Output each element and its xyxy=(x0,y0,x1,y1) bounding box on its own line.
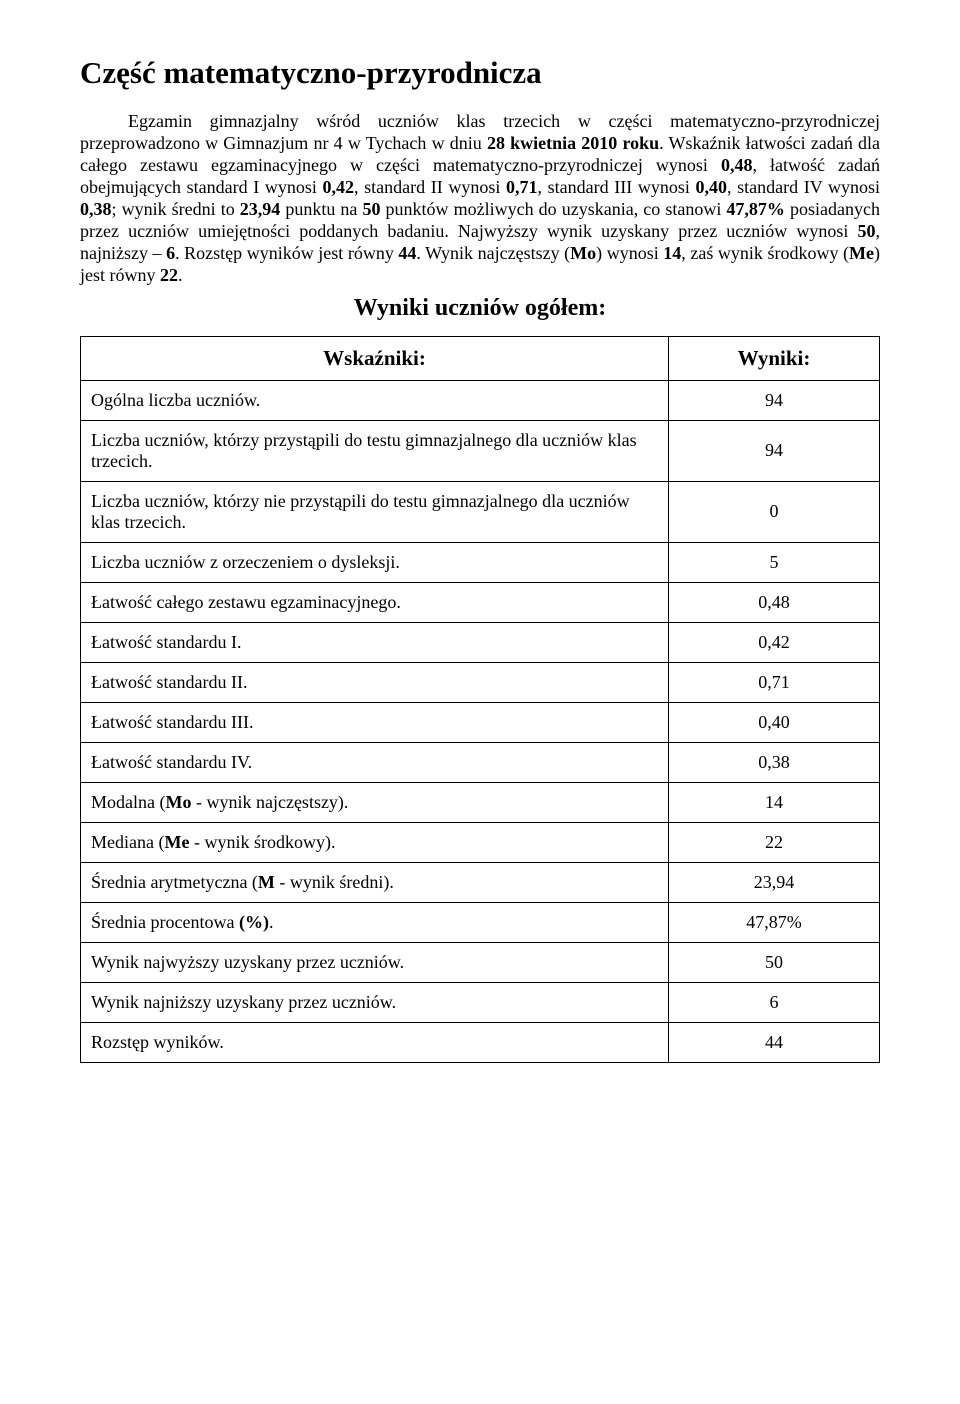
intro-paragraph: Egzamin gimnazjalny wśród uczniów klas t… xyxy=(80,111,880,287)
row-value: 44 xyxy=(669,1022,880,1062)
table-row: Wynik najwyższy uzyskany przez uczniów.5… xyxy=(81,942,880,982)
intro-value: 50 xyxy=(858,221,876,241)
row-label: Łatwość standardu I. xyxy=(81,622,669,662)
intro-value: 0,71 xyxy=(506,177,538,197)
row-label: Liczba uczniów, którzy przystąpili do te… xyxy=(81,420,669,481)
intro-date: 28 kwietnia 2010 roku xyxy=(487,133,659,153)
table-row: Łatwość standardu IV.0,38 xyxy=(81,742,880,782)
row-label-text: . xyxy=(269,912,274,932)
table-row: Liczba uczniów z orzeczeniem o dysleksji… xyxy=(81,542,880,582)
header-results: Wyniki: xyxy=(669,336,880,380)
intro-value: 50 xyxy=(362,199,380,219)
row-label-bold: Me xyxy=(164,832,189,852)
row-label-text: Mediana ( xyxy=(91,832,164,852)
row-label: Łatwość całego zestawu egzaminacyjnego. xyxy=(81,582,669,622)
intro-text: , standard II wynosi xyxy=(354,177,506,197)
row-value: 0,71 xyxy=(669,662,880,702)
intro-value: 44 xyxy=(398,243,416,263)
table-row: Średnia arytmetyczna (M - wynik średni).… xyxy=(81,862,880,902)
row-label: Łatwość standardu IV. xyxy=(81,742,669,782)
section-title: Wyniki uczniów ogółem: xyxy=(80,295,880,322)
header-indicators: Wskaźniki: xyxy=(81,336,669,380)
row-label: Rozstęp wyników. xyxy=(81,1022,669,1062)
table-row: Łatwość standardu I.0,42 xyxy=(81,622,880,662)
row-value: 0 xyxy=(669,481,880,542)
row-label-text: - wynik najczęstszy). xyxy=(191,792,348,812)
intro-text: . Rozstęp wyników jest równy xyxy=(175,243,398,263)
row-label: Liczba uczniów, którzy nie przystąpili d… xyxy=(81,481,669,542)
row-label: Wynik najniższy uzyskany przez uczniów. xyxy=(81,982,669,1022)
row-value: 14 xyxy=(669,782,880,822)
table-row: Łatwość standardu II.0,71 xyxy=(81,662,880,702)
page-title: Część matematyczno-przyrodnicza xyxy=(80,55,880,91)
table-row: Mediana (Me - wynik środkowy).22 xyxy=(81,822,880,862)
table-row: Łatwość całego zestawu egzaminacyjnego.0… xyxy=(81,582,880,622)
table-header-row: Wskaźniki: Wyniki: xyxy=(81,336,880,380)
row-label: Liczba uczniów z orzeczeniem o dysleksji… xyxy=(81,542,669,582)
row-label-text: Modalna ( xyxy=(91,792,165,812)
row-label: Ogólna liczba uczniów. xyxy=(81,380,669,420)
row-value: 0,42 xyxy=(669,622,880,662)
row-value: 94 xyxy=(669,380,880,420)
intro-text: . Wynik najczęstszy ( xyxy=(416,243,570,263)
row-label-bold: (%) xyxy=(239,912,269,932)
row-label: Łatwość standardu III. xyxy=(81,702,669,742)
row-label: Modalna (Mo - wynik najczęstszy). xyxy=(81,782,669,822)
row-label-text: - wynik średni). xyxy=(275,872,394,892)
row-value: 22 xyxy=(669,822,880,862)
row-label-text: Średnia procentowa xyxy=(91,912,239,932)
row-label: Średnia arytmetyczna (M - wynik średni). xyxy=(81,862,669,902)
intro-value: 0,42 xyxy=(322,177,354,197)
intro-value: 23,94 xyxy=(240,199,281,219)
row-value: 50 xyxy=(669,942,880,982)
table-row: Łatwość standardu III.0,40 xyxy=(81,702,880,742)
intro-value: 22 xyxy=(160,265,178,285)
intro-label: Me xyxy=(849,243,874,263)
row-label-text: Średnia arytmetyczna ( xyxy=(91,872,258,892)
intro-text: , standard III wynosi xyxy=(537,177,695,197)
intro-value: 0,38 xyxy=(80,199,112,219)
row-value: 47,87% xyxy=(669,902,880,942)
results-table: Wskaźniki: Wyniki: Ogólna liczba uczniów… xyxy=(80,336,880,1063)
row-value: 94 xyxy=(669,420,880,481)
table-row: Wynik najniższy uzyskany przez uczniów.6 xyxy=(81,982,880,1022)
table-row: Ogólna liczba uczniów.94 xyxy=(81,380,880,420)
row-value: 0,48 xyxy=(669,582,880,622)
intro-value: 0,48 xyxy=(721,155,753,175)
table-row: Średnia procentowa (%).47,87% xyxy=(81,902,880,942)
intro-label: Mo xyxy=(570,243,596,263)
row-label-bold: Mo xyxy=(165,792,191,812)
row-value: 0,38 xyxy=(669,742,880,782)
table-row: Liczba uczniów, którzy przystąpili do te… xyxy=(81,420,880,481)
table-row: Rozstęp wyników.44 xyxy=(81,1022,880,1062)
intro-text: ; wynik średni to xyxy=(112,199,240,219)
intro-text: , zaś wynik środkowy ( xyxy=(681,243,849,263)
row-label: Wynik najwyższy uzyskany przez uczniów. xyxy=(81,942,669,982)
intro-text: punktów możliwych do uzyskania, co stano… xyxy=(380,199,726,219)
intro-value: 47,87% xyxy=(726,199,785,219)
intro-text: ) wynosi xyxy=(596,243,663,263)
intro-text: punktu na xyxy=(280,199,362,219)
intro-value: 14 xyxy=(663,243,681,263)
row-label: Mediana (Me - wynik środkowy). xyxy=(81,822,669,862)
intro-text: , standard IV wynosi xyxy=(727,177,880,197)
row-value: 5 xyxy=(669,542,880,582)
intro-value: 6 xyxy=(166,243,175,263)
intro-text: . xyxy=(178,265,183,285)
table-row: Liczba uczniów, którzy nie przystąpili d… xyxy=(81,481,880,542)
intro-value: 0,40 xyxy=(695,177,727,197)
row-label-text: - wynik środkowy). xyxy=(189,832,335,852)
row-label: Średnia procentowa (%). xyxy=(81,902,669,942)
row-label: Łatwość standardu II. xyxy=(81,662,669,702)
row-value: 6 xyxy=(669,982,880,1022)
row-value: 23,94 xyxy=(669,862,880,902)
row-label-bold: M xyxy=(258,872,275,892)
table-row: Modalna (Mo - wynik najczęstszy).14 xyxy=(81,782,880,822)
row-value: 0,40 xyxy=(669,702,880,742)
